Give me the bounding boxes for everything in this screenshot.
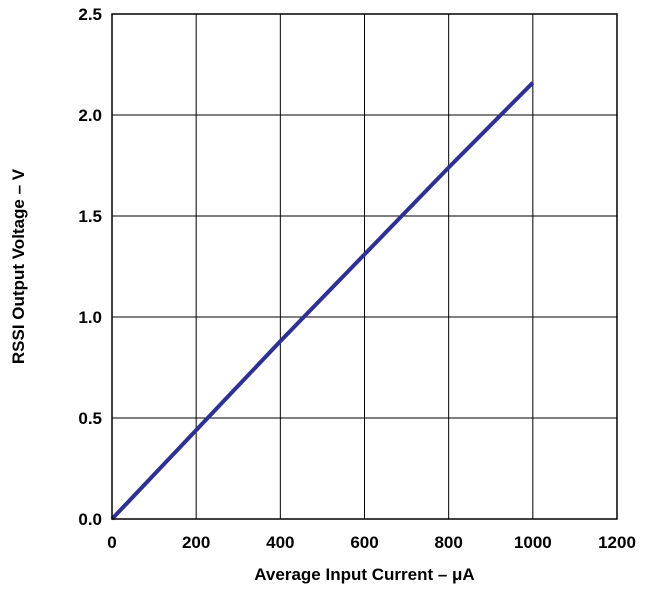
y-tick-label: 1.5 (78, 207, 102, 226)
y-tick-label: 2.5 (78, 5, 102, 24)
x-tick-label: 800 (434, 533, 462, 552)
y-tick-label: 2.0 (78, 106, 102, 125)
plot-frame (111, 13, 618, 520)
x-axis-ticks: 0 200 400 600 800 1000 1200 (107, 533, 636, 552)
x-tick-label: 1000 (514, 533, 552, 552)
x-tick-label: 200 (182, 533, 210, 552)
y-tick-label: 1.0 (78, 308, 102, 327)
series-line-0 (110, 81, 535, 521)
x-tick-label: 600 (350, 533, 378, 552)
series-layer (110, 81, 535, 521)
x-tick-label: 1200 (598, 533, 636, 552)
x-tick-label: 0 (107, 533, 116, 552)
y-axis-title: RSSI Output Voltage – V (9, 168, 28, 364)
y-tick-label: 0.0 (78, 510, 102, 529)
y-tick-label: 0.5 (78, 409, 102, 428)
x-tick-label: 400 (266, 533, 294, 552)
y-axis-ticks: 0.0 0.5 1.0 1.5 2.0 2.5 (78, 5, 102, 529)
x-axis-title: Average Input Current – μA (254, 565, 474, 584)
grid (112, 14, 617, 519)
